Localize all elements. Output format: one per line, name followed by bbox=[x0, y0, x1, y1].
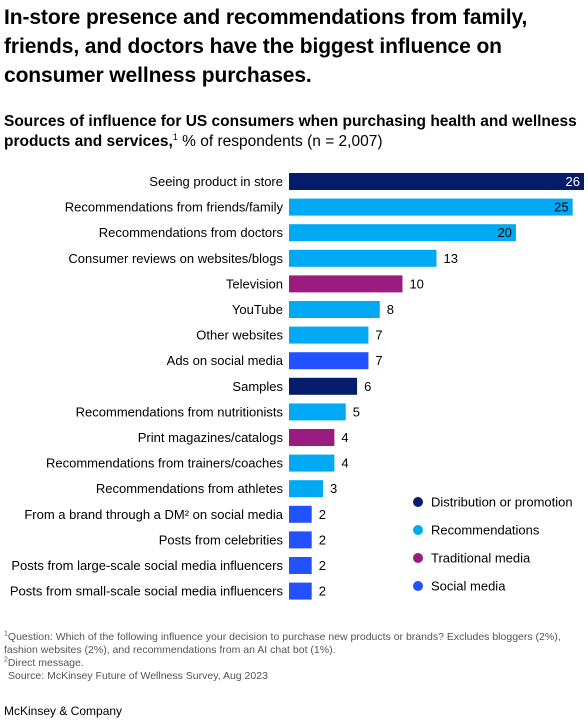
value-label-posts-from-small-scale-social-media-influencers: 2 bbox=[319, 584, 326, 599]
brand-logo-text: McKinsey & Company bbox=[4, 704, 123, 718]
bar-ads-on-social-media bbox=[289, 352, 369, 370]
value-label-posts-from-large-scale-social-media-influencers: 2 bbox=[319, 558, 326, 573]
value-label-seeing-product-in-store: 26 bbox=[566, 174, 580, 189]
legend-label-recommendations: Recommendations bbox=[431, 523, 540, 538]
value-label-samples: 6 bbox=[364, 379, 371, 394]
footnote-1: 1Question: Which of the following influe… bbox=[4, 631, 584, 657]
category-label-print-magazines-catalogs: Print magazines/catalogs bbox=[138, 430, 284, 445]
category-label-consumer-reviews-on-websites-blogs: Consumer reviews on websites/blogs bbox=[68, 251, 283, 266]
bar-recommendations-from-doctors bbox=[289, 224, 516, 242]
category-label-posts-from-large-scale-social-media-influencers: Posts from large-scale social media infl… bbox=[11, 558, 283, 573]
bar-youtube bbox=[289, 301, 380, 318]
bar-seeing-product-in-store bbox=[289, 173, 584, 190]
bar-samples bbox=[289, 377, 358, 395]
bar-posts-from-large-scale-social-media-influencers bbox=[289, 557, 312, 574]
legend-label-traditional-media: Traditional media bbox=[431, 551, 531, 566]
category-label-seeing-product-in-store: Seeing product in store bbox=[149, 174, 283, 189]
bar-chart: Seeing product in store 26Recommendations… bbox=[10, 173, 584, 600]
value-label-recommendations-from-doctors: 20 bbox=[497, 225, 511, 240]
value-label-recommendations-from-trainers-coaches: 4 bbox=[341, 456, 348, 471]
bar-recommendations-from-friends-family bbox=[289, 198, 573, 216]
legend-swatch-social-media bbox=[413, 581, 423, 591]
bar-recommendations-from-athletes bbox=[289, 480, 324, 498]
value-label-from-a-brand-through-a-dm-on-social-media: 2 bbox=[319, 507, 326, 522]
category-label-recommendations-from-nutritionists: Recommendations from nutritionists bbox=[76, 404, 284, 419]
bar-recommendations-from-trainers-coaches bbox=[289, 454, 335, 472]
legend-swatch-traditional-media bbox=[413, 553, 423, 563]
legend-swatch-distribution-or-promotion bbox=[413, 497, 423, 507]
value-label-recommendations-from-athletes: 3 bbox=[330, 481, 337, 496]
bar-consumer-reviews-on-websites-blogs bbox=[289, 249, 437, 267]
category-label-recommendations-from-doctors: Recommendations from doctors bbox=[99, 225, 284, 240]
category-label-recommendations-from-athletes: Recommendations from athletes bbox=[96, 481, 284, 496]
bar-rows: Seeing product in store 26Recommendations… bbox=[10, 173, 584, 600]
category-label-other-websites: Other websites bbox=[196, 328, 283, 343]
footnote-2-marker: 2 bbox=[4, 656, 8, 664]
value-label-other-websites: 7 bbox=[375, 328, 382, 343]
legend-label-social-media: Social media bbox=[431, 579, 506, 594]
bar-from-a-brand-through-a-dm-on-social-media bbox=[289, 505, 312, 523]
value-label-print-magazines-catalogs: 4 bbox=[341, 430, 348, 445]
bar-television bbox=[289, 275, 403, 293]
value-label-recommendations-from-nutritionists: 5 bbox=[353, 404, 360, 419]
bar-recommendations-from-nutritionists bbox=[289, 403, 346, 421]
bar-print-magazines-catalogs bbox=[289, 429, 335, 446]
bar-posts-from-celebrities bbox=[289, 531, 312, 549]
category-label-television: Television bbox=[226, 276, 283, 291]
category-label-posts-from-celebrities: Posts from celebrities bbox=[159, 532, 284, 547]
category-label-ads-on-social-media: Ads on social media bbox=[167, 353, 284, 368]
chart-subtitle: Sources of influence for US consumers wh… bbox=[4, 112, 584, 152]
category-label-from-a-brand-through-a-dm-on-social-media: From a brand through a DM² on social med… bbox=[24, 507, 283, 522]
chart-headline: In-store presence and recommendations fr… bbox=[4, 6, 528, 87]
value-label-youtube: 8 bbox=[387, 302, 394, 317]
footnote-1-marker: 1 bbox=[4, 630, 8, 638]
bar-other-websites bbox=[289, 326, 369, 344]
footnote-1-text: Question: Which of the following influen… bbox=[4, 631, 561, 656]
value-label-television: 10 bbox=[409, 276, 423, 291]
legend-label-distribution-or-promotion: Distribution or promotion bbox=[431, 495, 573, 510]
value-label-ads-on-social-media: 7 bbox=[375, 353, 382, 368]
category-label-recommendations-from-friends-family: Recommendations from friends/family bbox=[65, 200, 284, 215]
value-label-posts-from-celebrities: 2 bbox=[319, 532, 326, 547]
category-label-samples: Samples bbox=[232, 379, 283, 394]
subtitle-footnote-marker: 1 bbox=[172, 131, 178, 142]
category-label-posts-from-small-scale-social-media-influencers: Posts from small-scale social media infl… bbox=[10, 584, 284, 599]
chart-legend: Distribution or promotion Recommendations… bbox=[413, 495, 573, 594]
value-label-consumer-reviews-on-websites-blogs: 13 bbox=[444, 251, 458, 266]
footnote-2: 2Direct message. bbox=[4, 657, 584, 670]
footnotes: 1Question: Which of the following influe… bbox=[4, 631, 584, 683]
subtitle-rest: % of respondents (n = 2,007) bbox=[177, 133, 383, 150]
subtitle-bold: Sources of influence for US consumers wh… bbox=[4, 113, 577, 150]
category-label-youtube: YouTube bbox=[232, 302, 283, 317]
category-label-recommendations-from-trainers-coaches: Recommendations from trainers/coaches bbox=[46, 456, 283, 471]
legend-swatch-recommendations bbox=[413, 525, 423, 535]
bar-posts-from-small-scale-social-media-influencers bbox=[289, 582, 312, 600]
footnote-2-text: Direct message. bbox=[7, 657, 84, 669]
value-label-recommendations-from-friends-family: 25 bbox=[554, 200, 568, 215]
source-note: Source: McKinsey Future of Wellness Surv… bbox=[8, 670, 268, 682]
